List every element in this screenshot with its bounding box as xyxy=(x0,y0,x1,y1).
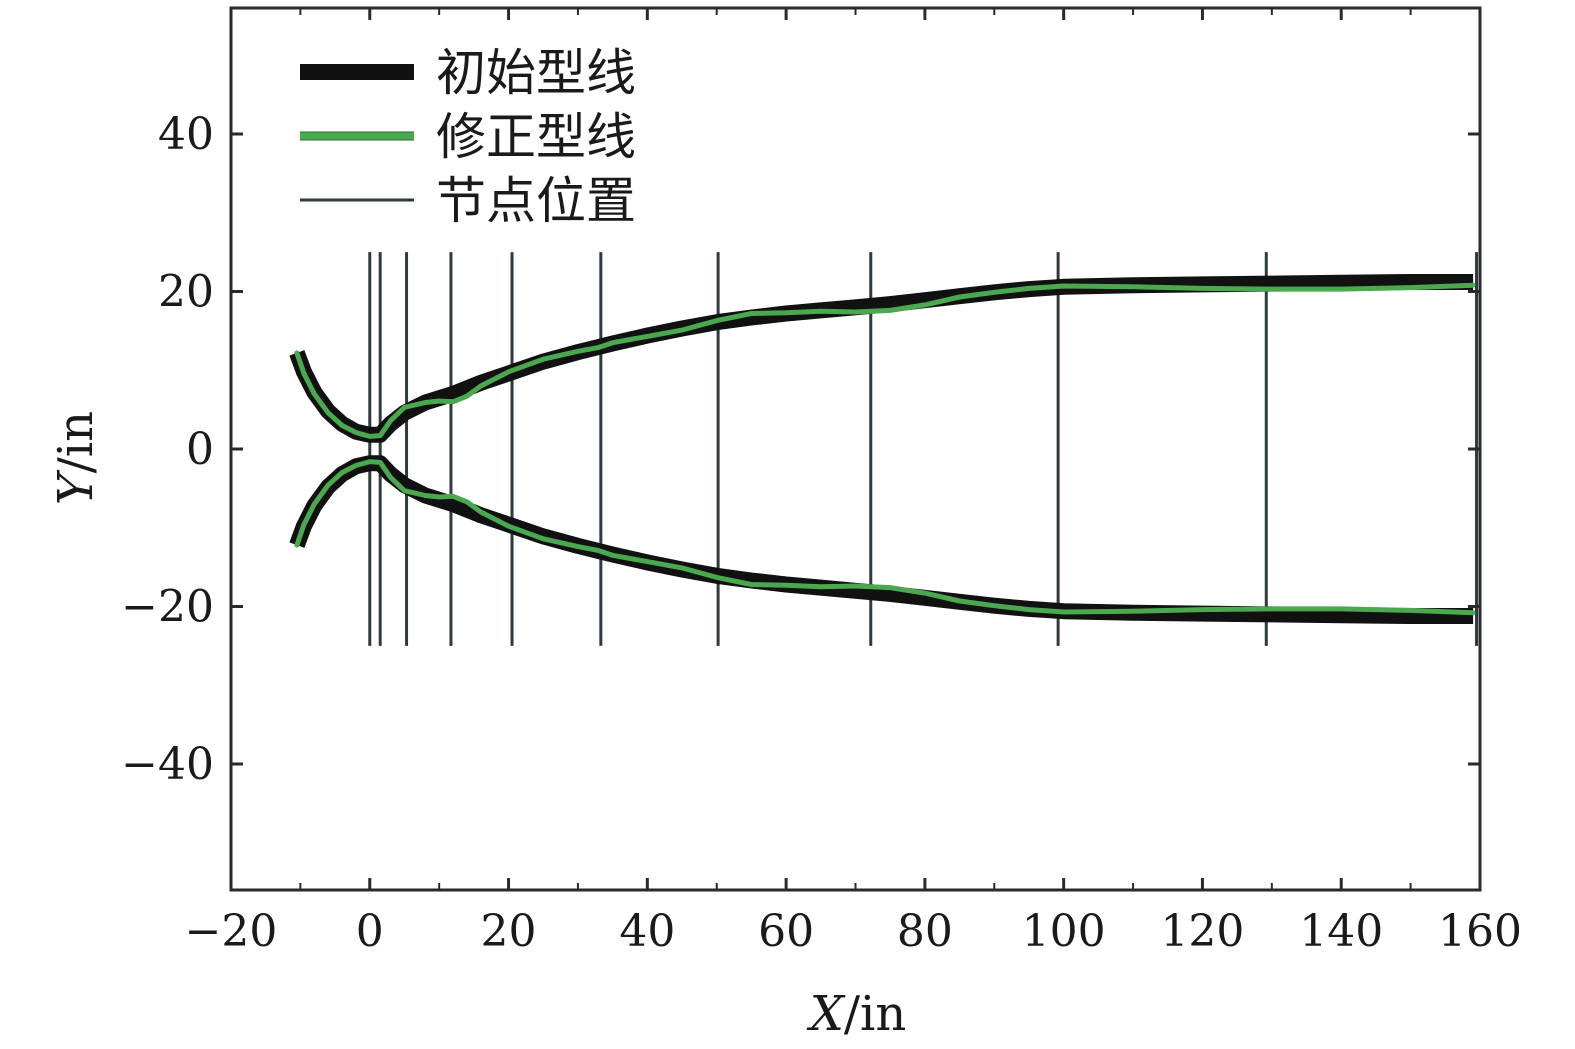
series-initial-lower xyxy=(289,455,1474,624)
x-axis-label: X/in xyxy=(806,986,907,1042)
y-axis-unit: /in xyxy=(48,411,104,473)
y-tick-label: 0 xyxy=(186,424,214,475)
series-corrected-upper xyxy=(294,282,1476,439)
y-tick-label: −40 xyxy=(121,739,214,790)
tick-labels: −20 0 20 40 60 80 100 120 140 160 −40 −20 0 20 40 xyxy=(121,109,1522,957)
x-axis-unit: /in xyxy=(844,986,906,1042)
y-tick-label: 40 xyxy=(158,109,214,160)
legend-label-1: 修正型线 xyxy=(436,108,636,166)
y-axis-var: Y xyxy=(48,469,104,505)
x-tick-label: −20 xyxy=(185,906,278,957)
x-tick-label: 120 xyxy=(1160,906,1244,957)
y-axis-label: Y/in xyxy=(48,411,104,505)
series-corrected-lower xyxy=(294,459,1476,616)
legend-label-2: 节点位置 xyxy=(436,172,636,230)
x-tick-label: 0 xyxy=(356,906,384,957)
x-tick-label: 140 xyxy=(1299,906,1383,957)
y-tick-label: 20 xyxy=(158,267,214,318)
series-initial-upper xyxy=(289,274,1474,443)
x-axis-var: X xyxy=(806,986,846,1042)
x-tick-label: 60 xyxy=(758,906,814,957)
series-layer xyxy=(289,274,1476,624)
x-tick-label: 100 xyxy=(1022,906,1106,957)
legend-label-0: 初始型线 xyxy=(436,44,636,102)
x-tick-label: 80 xyxy=(897,906,953,957)
y-tick-label: −20 xyxy=(121,582,214,633)
plot-frame xyxy=(229,6,1482,892)
x-tick-label: 20 xyxy=(481,906,537,957)
ticks xyxy=(229,8,1482,890)
node-lines xyxy=(368,252,1479,646)
x-tick-label: 40 xyxy=(619,906,675,957)
x-tick-label: 160 xyxy=(1438,906,1522,957)
